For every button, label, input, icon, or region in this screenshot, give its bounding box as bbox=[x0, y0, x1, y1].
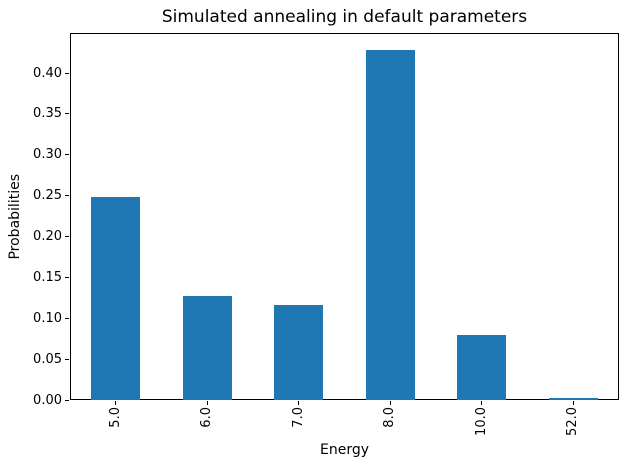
x-tick-label: 7.0 bbox=[291, 407, 307, 432]
x-axis-label: Energy bbox=[319, 442, 369, 458]
x-tick-label-text: 52.0 bbox=[565, 407, 581, 436]
x-tick-label-text: 8.0 bbox=[382, 407, 398, 428]
y-tick-mark bbox=[65, 236, 69, 238]
x-tick-mark bbox=[298, 401, 300, 405]
x-tick-label: 5.0 bbox=[108, 407, 124, 432]
y-tick-mark bbox=[65, 195, 69, 197]
x-tick-label: 6.0 bbox=[199, 407, 215, 432]
y-tick-mark bbox=[65, 154, 69, 156]
y-tick-mark bbox=[65, 113, 69, 115]
x-tick-mark bbox=[572, 401, 574, 405]
y-tick-mark bbox=[65, 358, 69, 360]
y-tick-mark bbox=[65, 72, 69, 74]
x-tick-label-text: 7.0 bbox=[290, 407, 306, 428]
y-tick-mark bbox=[65, 276, 69, 278]
x-tick-mark bbox=[206, 401, 208, 405]
plot-area bbox=[70, 33, 619, 400]
x-tick-mark bbox=[389, 401, 391, 405]
x-tick-label-text: 10.0 bbox=[473, 407, 489, 436]
x-tick-label-text: 5.0 bbox=[107, 407, 123, 428]
x-tick-label: 10.0 bbox=[474, 407, 490, 440]
x-tick-mark bbox=[481, 401, 483, 405]
x-tick-label: 8.0 bbox=[382, 407, 398, 432]
x-tick-label: 52.0 bbox=[565, 407, 581, 440]
chart-title: Simulated annealing in default parameter… bbox=[161, 7, 528, 27]
y-axis-label: Probabilities bbox=[5, 33, 25, 400]
y-tick-mark bbox=[65, 399, 69, 401]
x-tick-mark bbox=[115, 401, 117, 405]
y-tick-mark bbox=[65, 317, 69, 319]
x-tick-label-text: 6.0 bbox=[199, 407, 215, 428]
y-axis-label-text: Probabilities bbox=[7, 173, 23, 260]
